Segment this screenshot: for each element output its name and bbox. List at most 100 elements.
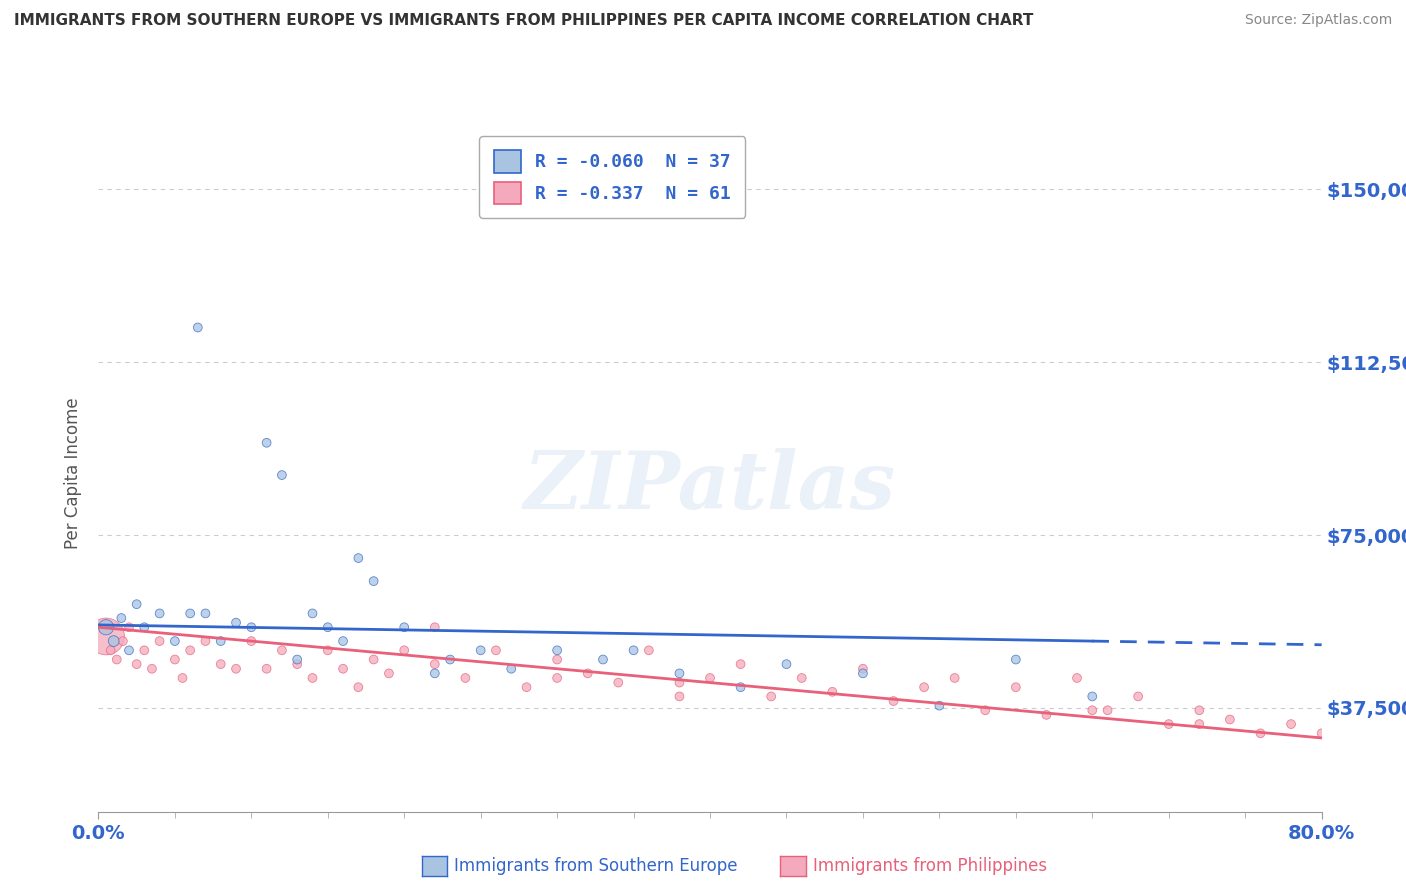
Point bbox=[637, 643, 661, 657]
Point bbox=[111, 634, 134, 648]
Point bbox=[179, 607, 201, 621]
Point bbox=[225, 615, 247, 630]
Point bbox=[125, 657, 148, 672]
Point bbox=[347, 680, 370, 694]
Point bbox=[134, 643, 156, 657]
Point bbox=[423, 657, 446, 672]
Point bbox=[668, 666, 690, 681]
Point bbox=[105, 652, 128, 666]
Point bbox=[546, 643, 568, 657]
Point bbox=[623, 643, 645, 657]
Point bbox=[301, 607, 323, 621]
Legend: R = -0.060  N = 37, R = -0.337  N = 61: R = -0.060 N = 37, R = -0.337 N = 61 bbox=[479, 136, 745, 218]
Point bbox=[270, 468, 292, 483]
Point bbox=[775, 657, 797, 672]
Point bbox=[1188, 703, 1211, 717]
Point bbox=[194, 634, 217, 648]
Point bbox=[363, 652, 385, 666]
Point bbox=[141, 662, 163, 676]
Point bbox=[668, 690, 690, 704]
Point bbox=[103, 634, 125, 648]
Point bbox=[790, 671, 813, 685]
Point bbox=[179, 643, 201, 657]
Point bbox=[730, 657, 752, 672]
Point bbox=[730, 680, 752, 694]
Point bbox=[1004, 652, 1026, 666]
Point bbox=[470, 643, 492, 657]
Point bbox=[607, 675, 630, 690]
Point bbox=[1097, 703, 1119, 717]
Point bbox=[149, 607, 172, 621]
Text: Immigrants from Philippines: Immigrants from Philippines bbox=[813, 857, 1047, 875]
Point bbox=[194, 607, 217, 621]
Point bbox=[256, 662, 278, 676]
Point bbox=[256, 435, 278, 450]
Point bbox=[240, 620, 263, 634]
Point bbox=[852, 666, 875, 681]
Point bbox=[118, 620, 141, 634]
Point bbox=[1081, 703, 1104, 717]
Point bbox=[501, 662, 523, 676]
Point bbox=[285, 652, 308, 666]
Point bbox=[125, 597, 148, 611]
Point bbox=[546, 671, 568, 685]
Point bbox=[592, 652, 614, 666]
Point bbox=[439, 652, 461, 666]
Point bbox=[94, 630, 117, 644]
Point bbox=[974, 703, 997, 717]
Point bbox=[516, 680, 538, 694]
Point bbox=[270, 643, 292, 657]
Text: Source: ZipAtlas.com: Source: ZipAtlas.com bbox=[1244, 13, 1392, 28]
Point bbox=[454, 671, 477, 685]
Point bbox=[928, 698, 950, 713]
Point bbox=[285, 657, 308, 672]
Point bbox=[576, 666, 599, 681]
Point bbox=[423, 620, 446, 634]
Point bbox=[423, 666, 446, 681]
Point bbox=[943, 671, 966, 685]
Point bbox=[118, 643, 141, 657]
Point bbox=[316, 643, 339, 657]
Point bbox=[332, 634, 354, 648]
Point bbox=[100, 643, 122, 657]
Point bbox=[759, 690, 782, 704]
Point bbox=[163, 634, 186, 648]
Point bbox=[852, 662, 875, 676]
Point bbox=[546, 652, 568, 666]
Point bbox=[1310, 726, 1333, 740]
Point bbox=[332, 662, 354, 676]
Point bbox=[392, 643, 416, 657]
Point bbox=[301, 671, 323, 685]
Point bbox=[485, 643, 508, 657]
Point bbox=[209, 634, 232, 648]
Y-axis label: Per Capita Income: Per Capita Income bbox=[65, 397, 83, 549]
Point bbox=[363, 574, 385, 588]
Point bbox=[1188, 717, 1211, 731]
Point bbox=[134, 620, 156, 634]
Point bbox=[149, 634, 172, 648]
Point bbox=[883, 694, 905, 708]
Point bbox=[378, 666, 401, 681]
Point bbox=[1279, 717, 1302, 731]
Point bbox=[1035, 707, 1057, 722]
Point bbox=[187, 320, 209, 334]
Point bbox=[172, 671, 194, 685]
Point bbox=[225, 662, 247, 676]
Point bbox=[94, 620, 117, 634]
Point bbox=[1249, 726, 1271, 740]
Point bbox=[209, 657, 232, 672]
Point bbox=[821, 685, 844, 699]
Point bbox=[1128, 690, 1150, 704]
Point bbox=[1157, 717, 1180, 731]
Point bbox=[912, 680, 935, 694]
Point bbox=[347, 551, 370, 566]
Text: ZIPatlas: ZIPatlas bbox=[524, 448, 896, 525]
Point bbox=[110, 611, 132, 625]
Point bbox=[316, 620, 339, 634]
Point bbox=[1081, 690, 1104, 704]
Point bbox=[1004, 680, 1026, 694]
Point bbox=[1219, 713, 1241, 727]
Point bbox=[392, 620, 416, 634]
Point bbox=[163, 652, 186, 666]
Text: Immigrants from Southern Europe: Immigrants from Southern Europe bbox=[454, 857, 738, 875]
